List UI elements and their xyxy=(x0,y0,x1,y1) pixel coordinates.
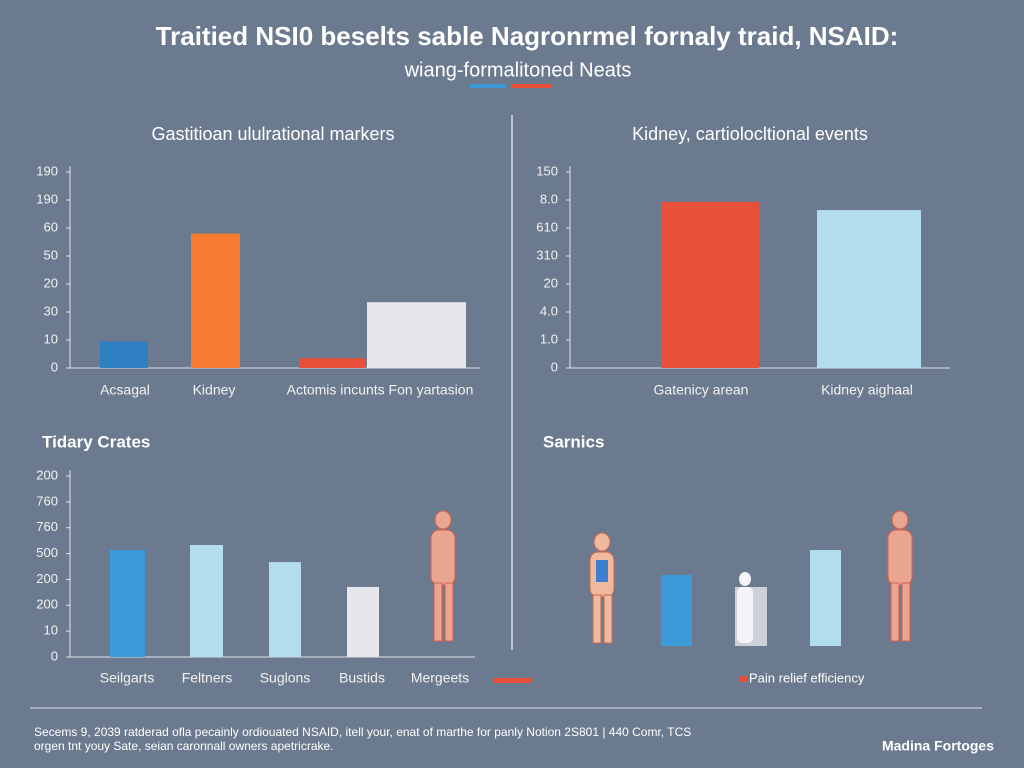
y-tick-label: 20 xyxy=(44,275,58,290)
chart-title: Tidary Crates xyxy=(42,432,150,451)
y-tick-label: 8.0 xyxy=(540,191,558,206)
y-tick-label: 30 xyxy=(44,303,58,318)
body-figure xyxy=(589,532,615,644)
y-tick-label: 760 xyxy=(36,493,58,508)
y-tick-label: 760 xyxy=(36,519,58,534)
y-tick-label: 500 xyxy=(36,545,58,560)
legend-swatch xyxy=(740,676,747,682)
x-tick-label: Actomis incunts Fon yartasion xyxy=(287,382,474,398)
y-tick-label: 0 xyxy=(51,359,58,374)
y-tick-label: 200 xyxy=(36,571,58,586)
body-figure xyxy=(430,510,456,642)
y-tick-label: 60 xyxy=(44,219,58,234)
accent xyxy=(470,84,506,88)
bar xyxy=(661,575,692,646)
body-figure xyxy=(887,510,913,642)
y-tick-label: 1.0 xyxy=(540,331,558,346)
title: Traitied NSI0 beselts sable Nagronrmel f… xyxy=(156,21,899,51)
y-tick-label: 200 xyxy=(36,597,58,612)
y-tick-label: 200 xyxy=(36,467,58,482)
y-tick-label: 190 xyxy=(36,163,58,178)
bar xyxy=(347,586,379,657)
bar xyxy=(269,562,301,657)
bar xyxy=(191,233,240,368)
bar xyxy=(110,549,145,657)
y-tick-label: 4.0 xyxy=(540,303,558,318)
x-tick-label: Gatenicy arean xyxy=(654,382,749,398)
x-tick-label: Acsagal xyxy=(100,382,150,398)
y-tick-label: 310 xyxy=(536,247,558,262)
bar xyxy=(810,550,841,646)
y-tick-label: 190 xyxy=(36,191,58,206)
y-tick-label: 610 xyxy=(536,219,558,234)
subtitle: wiang-formalitoned Neats xyxy=(404,59,632,81)
x-tick-label: Mergeets xyxy=(411,670,469,686)
chart-title: Gastitioan ululrational markers xyxy=(151,124,394,144)
y-tick-label: 50 xyxy=(44,247,58,262)
bar xyxy=(367,302,466,368)
footer-text: orgen tnt youy Sate, seian caronnall own… xyxy=(34,739,334,753)
legend-label: Pain relief efficiency xyxy=(749,670,865,685)
x-tick-label: Seilgarts xyxy=(100,670,154,686)
bar xyxy=(817,210,921,368)
chart-title: Kidney, cartiolocltional events xyxy=(632,124,868,144)
y-tick-label: 10 xyxy=(44,623,58,638)
body-figure xyxy=(737,572,753,643)
x-tick-label: Bustids xyxy=(339,670,385,686)
bar xyxy=(299,358,366,368)
y-tick-label: 0 xyxy=(51,648,58,663)
x-tick-label: Kidney aighaal xyxy=(821,382,913,398)
x-tick-label: Suglons xyxy=(260,670,311,686)
accent xyxy=(512,84,552,88)
x-tick-label: Feltners xyxy=(182,670,233,686)
footer-text: Secems 9, 2039 ratderad ofla pecainly or… xyxy=(34,725,691,739)
x-tick-label: Kidney xyxy=(193,382,236,398)
y-tick-label: 20 xyxy=(544,275,558,290)
y-tick-label: 10 xyxy=(44,331,58,346)
y-tick-label: 0 xyxy=(551,359,558,374)
y-tick-label: 150 xyxy=(536,163,558,178)
bar xyxy=(100,341,148,368)
bar xyxy=(661,201,759,368)
brand: Madina Fortoges xyxy=(882,738,994,754)
chart-title: Sarnics xyxy=(543,432,604,451)
decor-swatch xyxy=(494,678,532,683)
bar xyxy=(190,545,223,657)
